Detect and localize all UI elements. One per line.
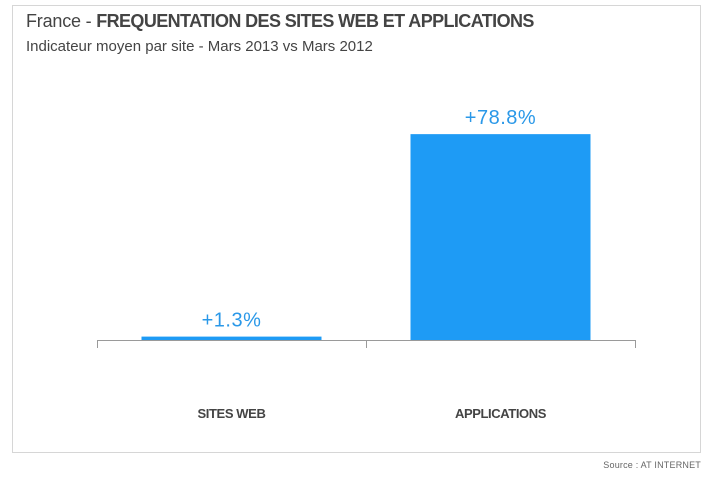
category-label: SITES WEB [198,406,266,421]
x-axis [97,340,636,348]
bar-value-label: +78.8% [465,107,536,129]
chart-title-main: FREQUENTATION DES SITES WEB ET APPLICATI… [96,11,534,31]
chart-title-prefix: France - [26,11,97,31]
labels-layer: +1.3% SITES WEB +78.8% APPLICATIONS [198,107,548,421]
source-note: Source : AT INTERNET [603,460,701,470]
bar-sites-web [141,336,322,340]
chart-subtitle: Indicateur moyen par site - Mars 2013 vs… [26,38,373,55]
bar-applications [410,134,591,340]
category-label: APPLICATIONS [455,406,547,421]
chart-title: France - FREQUENTATION DES SITES WEB ET … [26,11,534,32]
bar-value-label: +1.3% [202,310,262,332]
bars-layer [141,134,591,340]
